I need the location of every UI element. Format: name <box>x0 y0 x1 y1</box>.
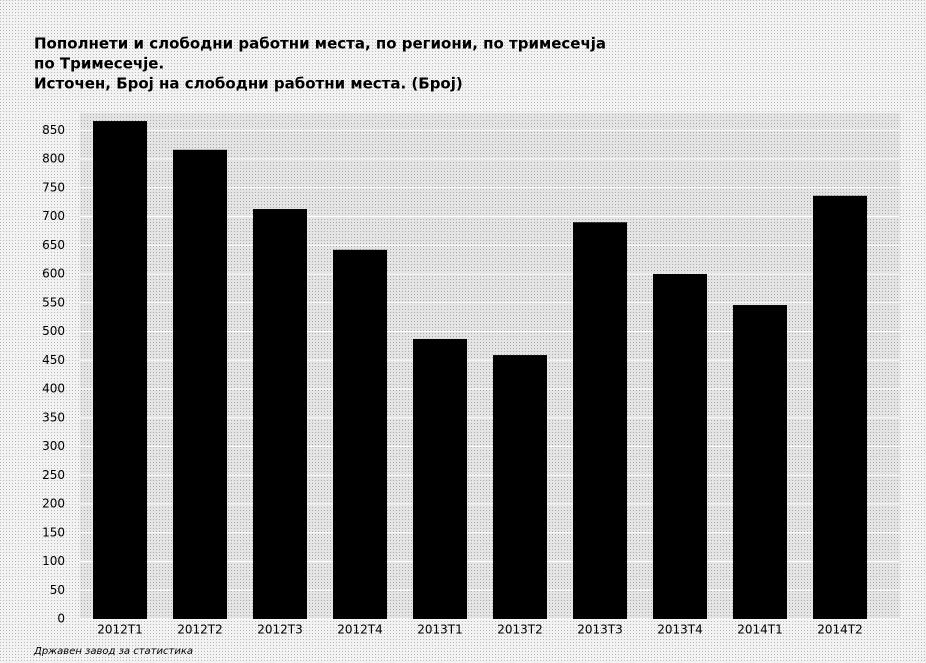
chart-title: Источен, Број на слободни работни места.… <box>34 75 463 93</box>
source: Државен завод за статистика <box>33 646 193 657</box>
y-tick-label: 600 <box>42 267 65 281</box>
bar <box>413 338 467 619</box>
y-tick-label: 650 <box>42 238 65 252</box>
bar <box>813 195 867 620</box>
y-tick-label: 200 <box>42 497 65 511</box>
x-tick-label: 2013T1 <box>417 623 463 637</box>
y-tick-label: 150 <box>42 525 65 539</box>
x-tick-label: 2012T4 <box>337 623 383 637</box>
y-tick-label: 300 <box>42 439 65 453</box>
x-tick-label: 2012T3 <box>257 623 303 637</box>
y-tick-label: 50 <box>50 583 65 597</box>
x-tick-label: 2012T1 <box>97 623 143 637</box>
y-tick-label: 550 <box>42 295 65 309</box>
y-tick-label: 0 <box>57 612 65 626</box>
bar <box>653 274 707 619</box>
y-tick-label: 700 <box>42 209 65 223</box>
chart-title: Пополнети и слободни работни места, по р… <box>34 35 606 53</box>
x-tick-label: 2013T2 <box>497 623 543 637</box>
bar <box>253 209 307 619</box>
y-tick-label: 350 <box>42 410 65 424</box>
y-tick-label: 250 <box>42 468 65 482</box>
x-tick-label: 2012T2 <box>177 623 223 637</box>
y-tick-label: 450 <box>42 353 65 367</box>
bar <box>573 222 627 619</box>
x-tick-label: 2013T3 <box>577 623 623 637</box>
y-tick-label: 750 <box>42 180 65 194</box>
x-tick-label: 2013T4 <box>657 623 703 637</box>
bar <box>733 305 787 619</box>
y-tick-label: 100 <box>42 554 65 568</box>
bar <box>173 149 227 620</box>
y-tick-label: 400 <box>42 382 65 396</box>
y-tick-label: 850 <box>42 123 65 137</box>
bar <box>93 121 147 620</box>
bar <box>493 355 547 619</box>
y-tick-label: 800 <box>42 152 65 166</box>
x-tick-label: 2014T1 <box>737 623 783 637</box>
y-tick-label: 500 <box>42 324 65 338</box>
x-tick-label: 2014T2 <box>817 623 863 637</box>
chart-title: по Тримесечје. <box>34 55 164 73</box>
bar <box>333 249 387 619</box>
